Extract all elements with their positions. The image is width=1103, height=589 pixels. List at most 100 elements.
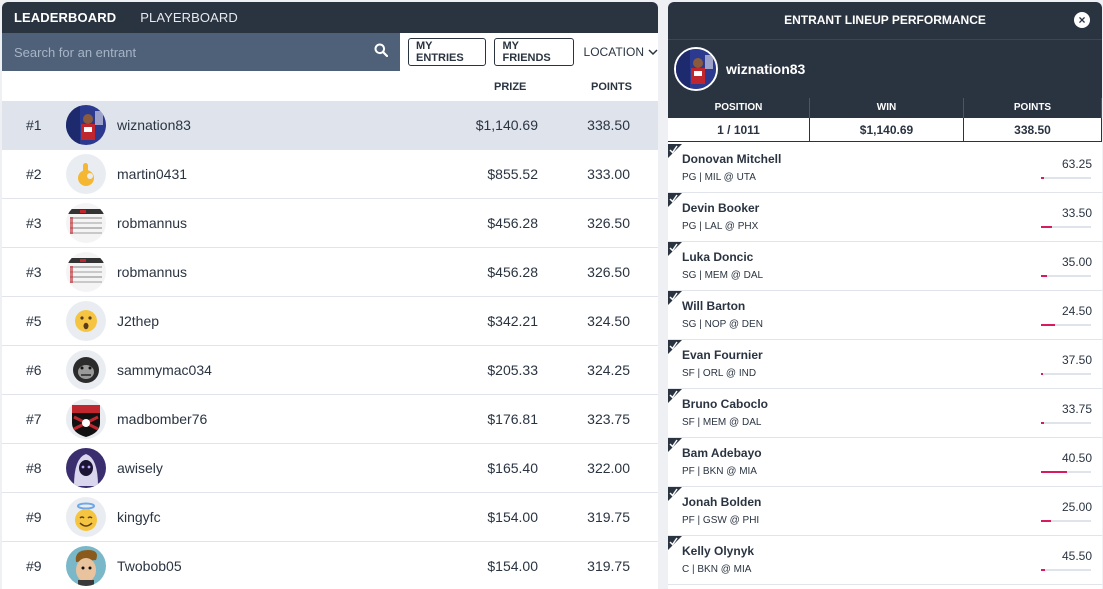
- progress-bar: [1041, 422, 1091, 424]
- tab-leaderboard[interactable]: LEADERBOARD: [14, 10, 117, 25]
- panel-header: ENTRANT LINEUP PERFORMANCE ×: [668, 2, 1102, 39]
- check-icon: [668, 242, 682, 256]
- username[interactable]: J2thep: [117, 313, 160, 329]
- tab-playerboard[interactable]: PLAYERBOARD: [140, 10, 238, 25]
- username[interactable]: awisely: [117, 460, 163, 476]
- prize: $154.00: [487, 558, 538, 574]
- player-row[interactable]: Evan Fournier SF | ORL @ IND 37.50: [668, 340, 1102, 389]
- avatar: [66, 301, 106, 341]
- progress-bar: [1041, 177, 1091, 179]
- player-meta: SF | ORL @ IND: [682, 368, 757, 379]
- username[interactable]: sammymac034: [117, 362, 212, 378]
- points-label: POINTS: [964, 98, 1102, 118]
- player-meta: SF | MEM @ DAL: [682, 417, 762, 428]
- username[interactable]: robmannus: [117, 264, 188, 280]
- table-row[interactable]: #9 Twobob05 $154.00 319.75: [2, 542, 658, 589]
- prize: $855.52: [487, 166, 538, 182]
- rank: #7: [26, 411, 42, 427]
- player-points: 63.25: [1061, 157, 1092, 171]
- check-icon: [668, 193, 682, 207]
- prize: $165.40: [487, 460, 538, 476]
- prize: $456.28: [487, 264, 538, 280]
- rank: #2: [26, 166, 42, 182]
- panel-username: wiznation83: [726, 61, 806, 77]
- player-row[interactable]: Jonah Bolden PF | GSW @ PHI 25.00: [668, 487, 1102, 536]
- player-points: 45.50: [1061, 549, 1092, 563]
- player-meta: C | BKN @ MIA: [682, 564, 752, 575]
- position-value: 1 / 1011: [668, 118, 810, 142]
- player-meta: PG | LAL @ PHX: [682, 221, 759, 232]
- column-headers: PRIZE POINTS: [2, 71, 658, 97]
- table-row[interactable]: #3 robmannus $456.28 326.50: [2, 248, 658, 297]
- username[interactable]: madbomber76: [117, 411, 208, 427]
- player-name: Bam Adebayo: [682, 446, 762, 460]
- player-points: 37.50: [1061, 353, 1092, 367]
- player-points: 24.50: [1061, 304, 1092, 318]
- player-row[interactable]: Devin Booker PG | LAL @ PHX 33.50: [668, 193, 1102, 242]
- player-points: 25.00: [1061, 500, 1092, 514]
- progress-bar: [1041, 226, 1091, 228]
- table-row[interactable]: #9 kingyfc $154.00 319.75: [2, 493, 658, 542]
- table-row[interactable]: #8 awisely $165.40 322.00: [2, 444, 658, 493]
- progress-bar-fill: [1041, 324, 1055, 326]
- leaderboard-panel: LEADERBOARD PLAYERBOARD MY ENTRIES MY FR…: [2, 2, 658, 589]
- username[interactable]: martin0431: [117, 166, 188, 182]
- player-name: Donovan Mitchell: [682, 152, 782, 166]
- search-row: MY ENTRIES MY FRIENDS LOCATION: [2, 33, 658, 71]
- close-icon[interactable]: ×: [1074, 12, 1090, 28]
- rank: #6: [26, 362, 42, 378]
- player-row[interactable]: Donovan Mitchell PG | MIL @ UTA 63.25: [668, 144, 1102, 193]
- column-header-prize: PRIZE: [494, 81, 527, 93]
- progress-bar: [1041, 520, 1091, 522]
- prize: $205.33: [487, 362, 538, 378]
- player-row[interactable]: Bruno Caboclo SF | MEM @ DAL 33.75: [668, 389, 1102, 438]
- search-input[interactable]: [14, 44, 374, 60]
- panel-user: wiznation83: [668, 39, 1102, 98]
- username[interactable]: kingyfc: [117, 509, 161, 525]
- player-row[interactable]: Will Barton SG | NOP @ DEN 24.50: [668, 291, 1102, 340]
- table-row[interactable]: #2 martin0431 $855.52 333.00: [2, 150, 658, 199]
- points: 319.75: [587, 509, 630, 525]
- avatar: [66, 203, 106, 243]
- points: 326.50: [587, 215, 630, 231]
- username[interactable]: wiznation83: [117, 117, 191, 133]
- search-icon[interactable]: [374, 43, 389, 62]
- table-row[interactable]: #3 robmannus $456.28 326.50: [2, 199, 658, 248]
- player-name: Devin Booker: [682, 201, 760, 215]
- avatar: [66, 399, 106, 439]
- points: 324.25: [587, 362, 630, 378]
- chevron-down-icon: [648, 45, 658, 59]
- player-row[interactable]: Kelly Olynyk C | BKN @ MIA 45.50: [668, 536, 1102, 585]
- points: 338.50: [587, 117, 630, 133]
- location-dropdown[interactable]: LOCATION: [584, 45, 658, 59]
- check-icon: [668, 144, 682, 158]
- search-box: [2, 33, 400, 71]
- username[interactable]: Twobob05: [117, 558, 182, 574]
- table-row[interactable]: #6 sammymac034 $205.33 324.25: [2, 346, 658, 395]
- player-row[interactable]: Bam Adebayo PF | BKN @ MIA 40.50: [668, 438, 1102, 487]
- win-label: WIN: [810, 98, 964, 118]
- player-name: Luka Doncic: [682, 250, 754, 264]
- avatar: [66, 497, 106, 537]
- rank: #8: [26, 460, 42, 476]
- player-meta: PF | GSW @ PHI: [682, 515, 760, 526]
- table-row[interactable]: #5 J2thep $342.21 324.50: [2, 297, 658, 346]
- points-value: 338.50: [964, 118, 1102, 142]
- username[interactable]: robmannus: [117, 215, 188, 231]
- avatar: [674, 47, 718, 91]
- check-icon: [668, 487, 682, 501]
- table-row[interactable]: #7 madbomber76 $176.81 323.75: [2, 395, 658, 444]
- avatar: [66, 350, 106, 390]
- table-row[interactable]: #1 wiznation83 $1,140.69 338.50: [2, 101, 658, 150]
- player-name: Will Barton: [682, 299, 746, 313]
- player-row[interactable]: Luka Doncic SG | MEM @ DAL 35.00: [668, 242, 1102, 291]
- player-points: 40.50: [1061, 451, 1092, 465]
- my-friends-button[interactable]: MY FRIENDS: [494, 38, 574, 66]
- points: 324.50: [587, 313, 630, 329]
- prize: $154.00: [487, 509, 538, 525]
- player-points: 35.00: [1061, 255, 1092, 269]
- my-entries-button[interactable]: MY ENTRIES: [408, 38, 487, 66]
- progress-bar-fill: [1041, 275, 1047, 277]
- avatar: [66, 546, 106, 586]
- check-icon: [668, 291, 682, 305]
